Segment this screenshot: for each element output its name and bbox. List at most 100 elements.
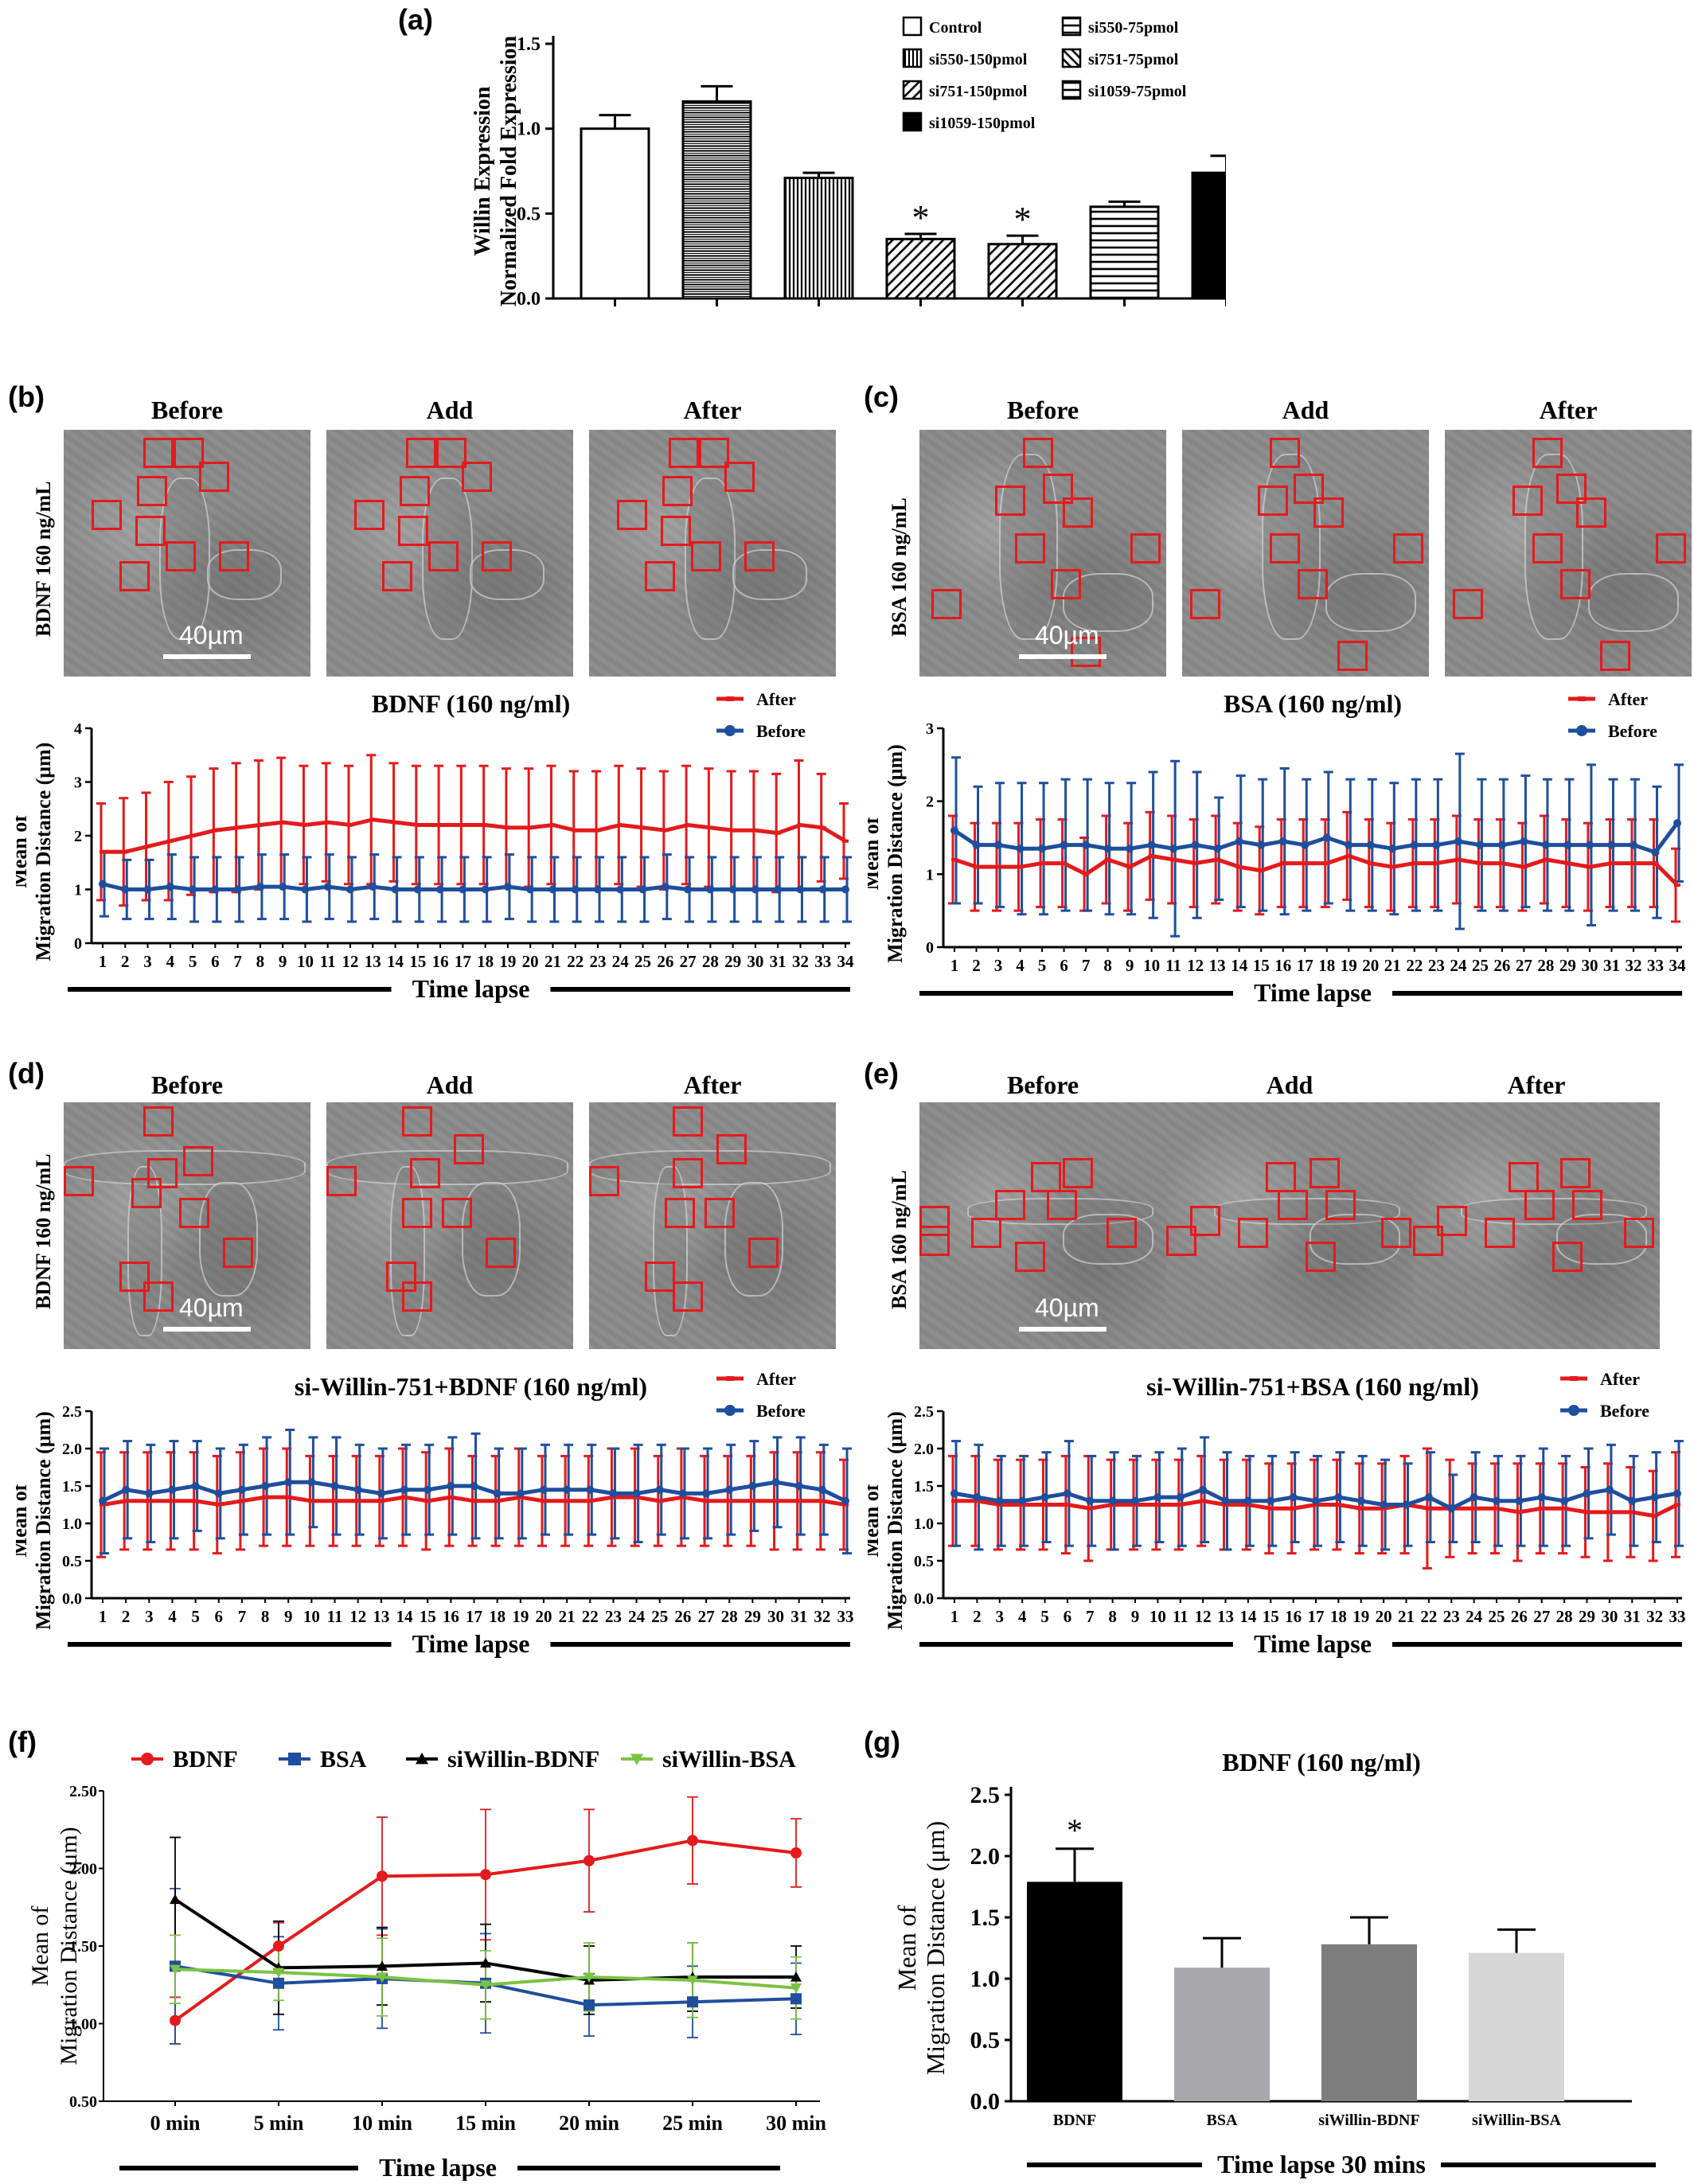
x-tick-label: 32	[814, 1607, 830, 1626]
data-point-After	[951, 858, 958, 861]
x-tick-label: 30	[1601, 1607, 1618, 1626]
data-point-Before	[1176, 1493, 1185, 1502]
bar-si1059-75pmol	[1089, 205, 1160, 300]
data-point-After	[1177, 1503, 1184, 1507]
legend-swatch	[902, 111, 923, 132]
x-tick-label: 32	[1646, 1607, 1663, 1626]
legend-label: si751-150pmol	[929, 83, 1028, 100]
data-point-After	[1583, 1510, 1591, 1514]
series-line-Before	[102, 882, 845, 892]
roi-box	[219, 541, 249, 571]
x-tick-label: 5	[189, 952, 197, 971]
roi-box	[1270, 438, 1300, 468]
y-tick-label: 2.5	[62, 1403, 82, 1421]
bar-si550-75pmol	[783, 177, 854, 300]
data-point-After	[703, 1499, 710, 1503]
roi-box	[174, 438, 204, 468]
x-tick-label: 20 min	[559, 2112, 619, 2135]
x-tick-label: 3	[996, 1607, 1005, 1626]
data-point-Before	[609, 1489, 618, 1498]
legend-label: si1059-75pmol	[1088, 83, 1187, 100]
data-point-Before	[1366, 840, 1375, 849]
data-point-Before	[1410, 840, 1419, 849]
data-point-After	[308, 1499, 315, 1503]
data-point-After	[1520, 865, 1528, 869]
roi-box	[402, 1106, 432, 1137]
x-tick-label: 3	[994, 956, 1003, 975]
data-point-After	[795, 1499, 802, 1503]
marker-circle	[273, 1940, 284, 1952]
bar-si550-150pmol	[681, 100, 752, 300]
data-point-Before	[638, 885, 647, 894]
roi-box	[691, 541, 721, 571]
roi-box	[1258, 486, 1288, 516]
roi-box	[669, 438, 699, 468]
data-point-After	[1674, 883, 1680, 887]
data-point-After	[1433, 861, 1440, 865]
marker-triangle-down	[790, 1983, 802, 1994]
roi-box	[1047, 1190, 1077, 1220]
data-point-After	[494, 1499, 501, 1503]
data-point-Before	[1607, 840, 1616, 849]
data-point-After	[377, 1499, 384, 1503]
data-point-Before	[1038, 844, 1047, 853]
roi-box	[1238, 1218, 1268, 1248]
y-axis-label-line1: Mean of	[868, 817, 883, 890]
data-point-Before	[330, 1482, 339, 1490]
roi-box	[705, 1198, 735, 1228]
marker-circle	[790, 1847, 802, 1858]
data-point-After	[973, 865, 980, 869]
data-point-Before	[1040, 1493, 1049, 1502]
y-tick-label: 1.0	[517, 119, 541, 140]
legend-label-Before: Before	[756, 1401, 806, 1421]
roi-box	[1278, 1190, 1308, 1220]
marker-triangle-down	[273, 1968, 284, 1979]
x-tick-label: 18	[489, 1607, 505, 1626]
roi-box	[1556, 474, 1587, 504]
x-tick-label: 13	[1217, 1607, 1234, 1626]
legend-marker	[724, 1405, 736, 1416]
data-point-After	[797, 823, 804, 827]
micrograph-title-before: Before	[150, 1071, 224, 1099]
x-tick-label: 19	[1341, 956, 1357, 975]
bar-BDNF	[1027, 1882, 1122, 2101]
x-tick-label: 32	[792, 952, 809, 971]
panel-label-e: (e)	[864, 1057, 899, 1090]
x-tick-label: 6	[1064, 1607, 1072, 1626]
legend-label-After: After	[756, 1369, 796, 1389]
data-point-Before	[279, 883, 287, 891]
roi-box	[1294, 474, 1324, 504]
data-point-After	[1454, 858, 1462, 861]
legend-marker	[726, 1376, 734, 1381]
data-point-Before	[323, 883, 332, 891]
roi-box	[1130, 533, 1161, 564]
x-tick-label: 10	[1150, 1607, 1166, 1626]
roi-box	[462, 462, 492, 492]
y-tick-label: 2.0	[62, 1441, 82, 1458]
data-point-After	[122, 850, 129, 854]
data-point-Before	[751, 885, 759, 894]
x-tick-label: 9	[279, 952, 287, 971]
scale-bar-label: 40µm	[179, 1293, 244, 1322]
y-tick-label: 0.5	[914, 1553, 934, 1570]
scale-bar-label: 40µm	[1035, 621, 1099, 649]
roi-box	[665, 1198, 695, 1228]
x-tick-label: 24	[612, 952, 630, 971]
roi-box	[1560, 1158, 1591, 1188]
roi-box	[673, 1281, 703, 1312]
data-point-After	[324, 821, 331, 825]
data-point-After	[1630, 861, 1637, 865]
x-tick-label: 6	[215, 1607, 224, 1626]
data-point-Before	[973, 1493, 982, 1502]
data-point-After	[549, 823, 556, 827]
legend-label-siWillin-BSA: siWillin-BSA	[662, 1746, 796, 1773]
series-line-After	[954, 853, 1679, 887]
data-point-Before	[1191, 840, 1200, 849]
data-point-After	[212, 829, 219, 833]
data-point-Before	[1651, 848, 1660, 856]
data-point-After	[1477, 861, 1484, 865]
y-axis-label-line2: Migration Distance (μm)	[884, 744, 907, 963]
data-point-Before	[1322, 833, 1331, 842]
x-tick-label: 4	[1018, 1607, 1027, 1626]
x-tick-label: 21	[1384, 956, 1401, 975]
